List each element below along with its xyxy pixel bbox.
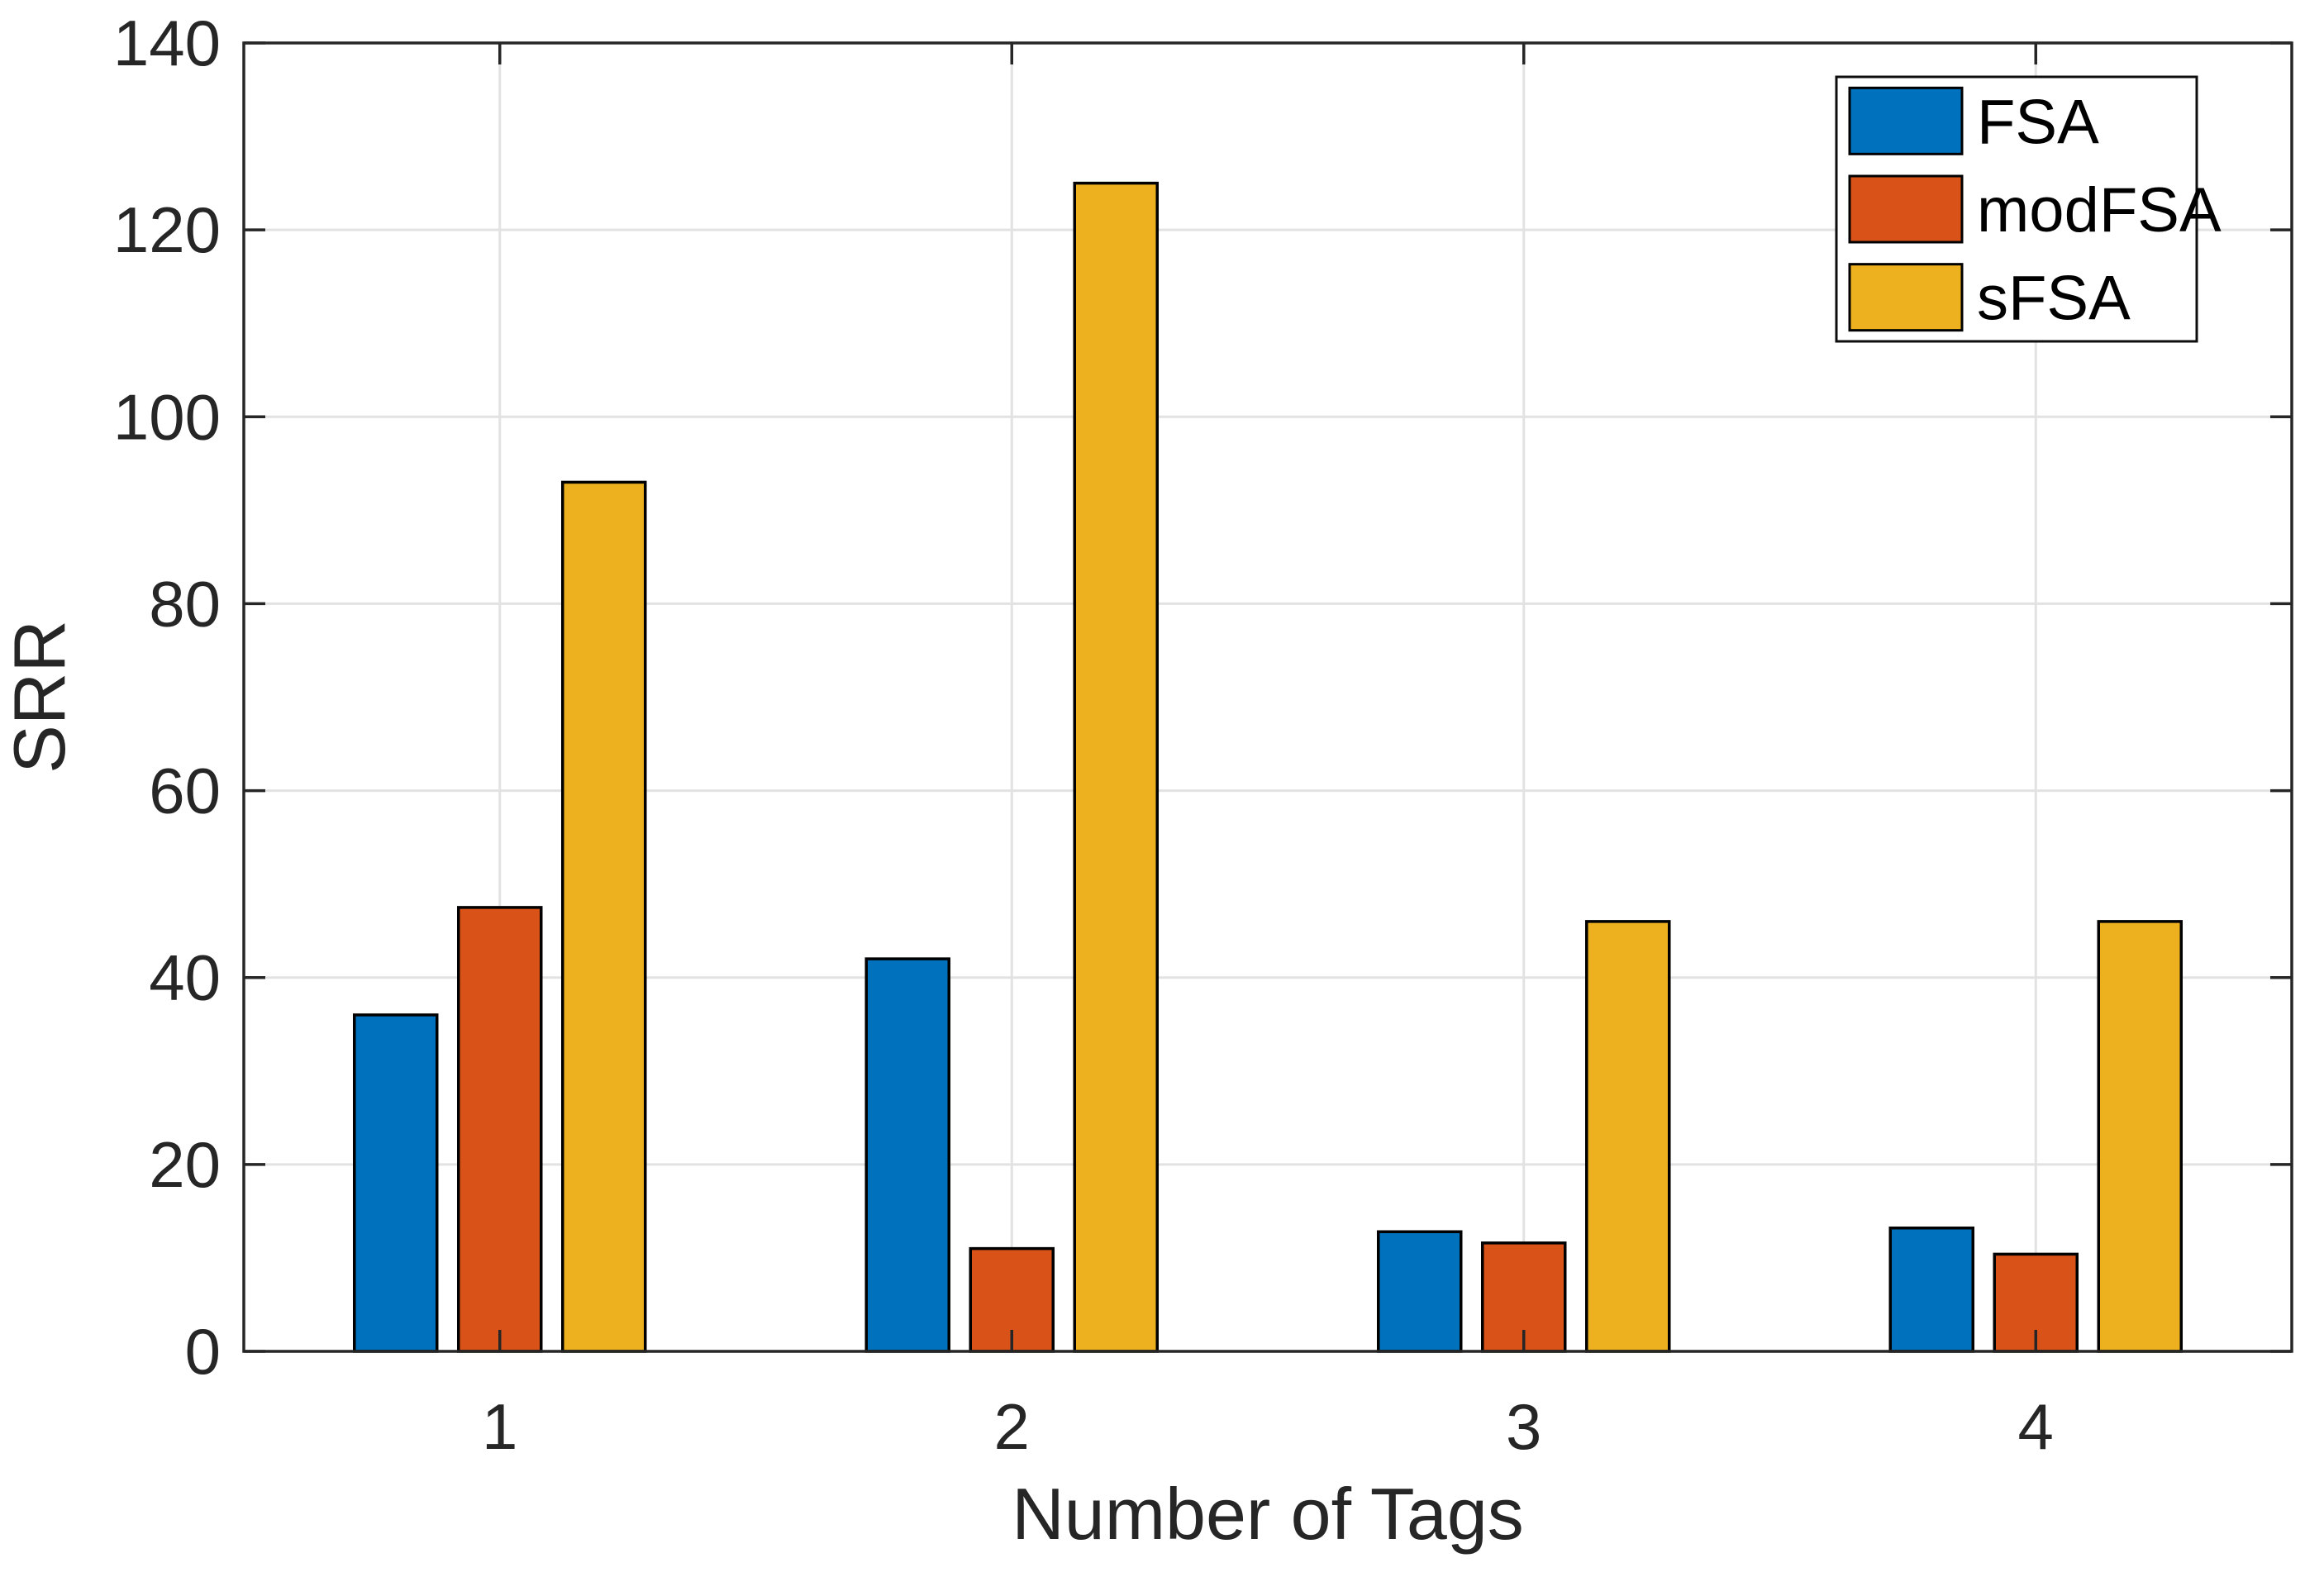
- bar-sFSA-cat3: [1585, 920, 1671, 1353]
- bar-FSA-cat4: [1888, 1226, 1974, 1353]
- legend-swatch-sFSA: [1848, 263, 1964, 332]
- bar-sFSA-cat2: [1073, 181, 1159, 1353]
- x-tick-label: 3: [1506, 1390, 1541, 1463]
- y-tick-label: 100: [113, 380, 221, 453]
- bar-sFSA-cat4: [2097, 920, 2183, 1353]
- plot-frame: [242, 41, 2293, 1353]
- x-tick-label: 4: [2018, 1390, 2054, 1463]
- bar-sFSA-cat1: [561, 480, 647, 1353]
- y-tick-label: 120: [113, 193, 221, 266]
- y-tick-label: 140: [113, 7, 221, 79]
- bar-FSA-cat3: [1377, 1230, 1463, 1353]
- y-tick-label: 20: [149, 1128, 221, 1201]
- legend: FSA modFSA sFSA: [1835, 75, 2222, 343]
- y-tick-label: 0: [185, 1315, 221, 1388]
- bar-modFSA-cat1: [457, 906, 543, 1353]
- tick-labels: 0 20 40 60 80 100 120 140 1 2 3 4: [113, 7, 2054, 1463]
- x-tick-label: 1: [482, 1390, 517, 1463]
- legend-swatch-modFSA: [1848, 174, 1964, 244]
- x-tick-label: 2: [994, 1390, 1030, 1463]
- legend-swatch-FSA: [1848, 86, 1964, 155]
- legend-label-FSA: FSA: [1977, 87, 2099, 157]
- x-axis-label: Number of Tags: [1012, 1473, 1524, 1555]
- y-axis-label: SRR: [0, 620, 80, 774]
- legend-label-modFSA: modFSA: [1977, 175, 2222, 245]
- bars: [353, 181, 2183, 1353]
- bar-FSA-cat2: [864, 957, 950, 1353]
- y-tick-label: 80: [149, 567, 221, 640]
- y-tick-label: 60: [149, 755, 221, 827]
- axes-frame: [242, 41, 2293, 1353]
- y-tick-label: 40: [149, 941, 221, 1014]
- legend-label-sFSA: sFSA: [1977, 264, 2131, 334]
- bar-FSA-cat1: [353, 1013, 439, 1353]
